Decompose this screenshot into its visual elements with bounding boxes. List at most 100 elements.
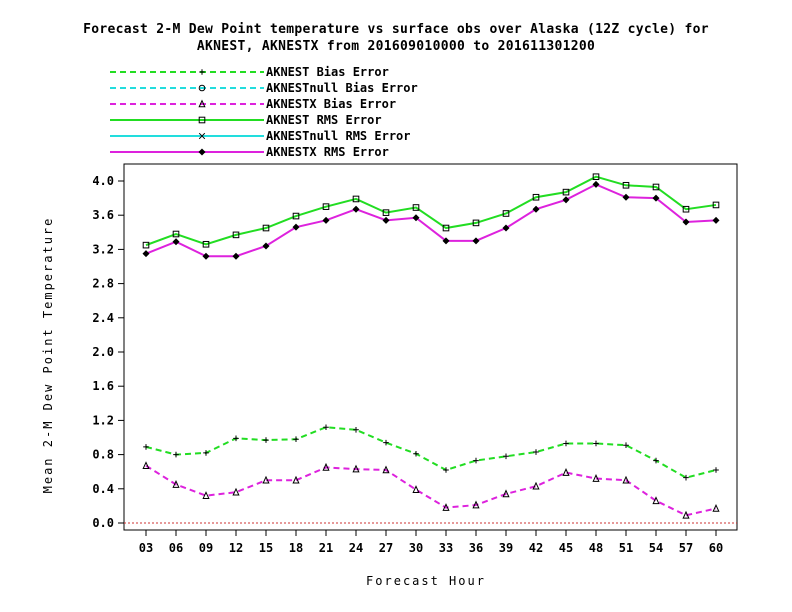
series-line-3 (145, 175, 717, 247)
series-2-point-17 (652, 496, 660, 505)
y-tick-label-3: 1.2 (92, 413, 114, 427)
series-3-point-14 (562, 188, 570, 196)
series-0-point-19 (713, 467, 719, 473)
series-5-point-5 (292, 223, 300, 231)
series-2-point-14 (562, 468, 570, 476)
series-0-point-4 (263, 437, 269, 443)
series-3-point-18 (682, 205, 690, 213)
x-tick-label-12: 39 (499, 541, 513, 555)
series-0-point-3 (233, 435, 239, 442)
x-tick-label-8: 27 (379, 541, 393, 555)
series-2-point-1 (172, 480, 180, 488)
x-tick-label-11: 36 (469, 541, 483, 555)
series-0-point-2 (203, 450, 209, 456)
series-2-point-15 (592, 474, 600, 482)
legend-label-aknest-rms: AKNEST RMS Error (266, 113, 382, 127)
series-3-point-10 (442, 224, 450, 232)
x-tick-label-7: 24 (349, 541, 363, 555)
x-tick-label-10: 33 (439, 541, 453, 555)
series-5-point-12 (502, 224, 510, 232)
series-5-point-4 (262, 242, 270, 250)
y-tick-label-1: 0.4 (92, 482, 114, 496)
series-5-point-14 (562, 196, 570, 204)
series-5-point-9 (412, 214, 420, 222)
series-3-point-7 (352, 195, 360, 203)
series-0-point-5 (293, 436, 299, 443)
x-tick-label-3: 12 (229, 541, 243, 555)
legend-label-aknestx-bias: AKNESTX Bias Error (266, 97, 397, 111)
y-tick-label-10: 4.0 (92, 174, 114, 188)
x-tick-label-0: 03 (139, 541, 153, 555)
series-3-point-8 (382, 209, 390, 216)
series-2-point-7 (352, 464, 360, 473)
series-0-point-14 (563, 440, 569, 447)
series-2-point-4 (262, 475, 270, 484)
series-0-point-0 (143, 444, 149, 450)
series-5-point-17 (652, 194, 660, 202)
series-2-point-10 (442, 503, 450, 511)
series-3-point-4 (262, 224, 270, 232)
legend-label-aknest-bias: AKNEST Bias Error (266, 65, 389, 79)
x-tick-label-17: 54 (649, 541, 663, 555)
series-3-point-2 (202, 240, 210, 248)
plot-frame (123, 163, 738, 531)
series-0-point-13 (533, 449, 539, 455)
legend-marker-3 (198, 116, 206, 124)
series-0-point-7 (353, 427, 359, 433)
series-3-point-15 (592, 173, 600, 181)
y-tick-label-7: 2.8 (92, 277, 114, 291)
legend-label-aknestnull-rms: AKNESTnull RMS Error (266, 129, 411, 143)
series-line-5 (145, 183, 717, 258)
x-tick-label-9: 30 (409, 541, 423, 555)
legend-marker-2 (198, 99, 206, 108)
series-2-point-2 (202, 491, 210, 499)
series-5-point-16 (622, 193, 630, 201)
series-line-0 (145, 426, 717, 479)
x-tick-label-2: 09 (199, 541, 213, 555)
legend-marker-4 (198, 132, 206, 140)
series-3-point-16 (622, 181, 630, 189)
series-3-point-11 (472, 219, 480, 227)
x-tick-label-14: 45 (559, 541, 573, 555)
series-5-point-19 (712, 216, 720, 224)
x-tick-label-18: 57 (679, 541, 693, 555)
x-tick-label-13: 42 (529, 541, 543, 555)
series-5-point-8 (382, 216, 390, 224)
series-2-point-11 (472, 500, 480, 509)
series-3-point-3 (232, 231, 240, 239)
series-3-point-13 (532, 193, 540, 201)
x-tick-label-4: 15 (259, 541, 273, 555)
x-tick-label-5: 18 (289, 541, 303, 555)
series-2-point-8 (382, 465, 390, 474)
series-5-point-0 (142, 250, 150, 258)
series-2-point-18 (682, 510, 690, 519)
series-2-point-5 (292, 475, 300, 484)
x-tick-label-16: 51 (619, 541, 633, 555)
y-tick-label-8: 3.2 (92, 242, 114, 256)
series-3-point-1 (172, 230, 180, 238)
series-3-point-19 (712, 201, 720, 209)
series-5-point-13 (532, 205, 540, 213)
x-tick-label-1: 06 (169, 541, 183, 555)
legend-marker-1 (198, 84, 206, 92)
x-axis-label: Forecast Hour (366, 574, 486, 588)
series-0-point-11 (473, 457, 479, 464)
series-3-point-0 (142, 241, 150, 249)
series-0-point-12 (503, 453, 509, 460)
y-tick-label-5: 2.0 (92, 345, 114, 359)
series-0-point-1 (173, 451, 179, 458)
x-tick-label-19: 60 (709, 541, 723, 555)
series-3-point-6 (322, 203, 330, 210)
series-2-point-12 (502, 489, 510, 498)
series-3-point-17 (652, 183, 660, 191)
series-3-point-5 (292, 212, 300, 220)
series-0-point-6 (323, 424, 329, 431)
series-0-point-9 (413, 450, 419, 457)
legend-marker-0 (199, 69, 205, 75)
series-2-point-9 (412, 485, 420, 493)
series-2-point-6 (322, 462, 330, 471)
series-2-point-13 (532, 481, 540, 490)
x-tick-label-15: 48 (589, 541, 603, 555)
legend-label-aknestnull-bias: AKNESTnull Bias Error (266, 81, 418, 95)
